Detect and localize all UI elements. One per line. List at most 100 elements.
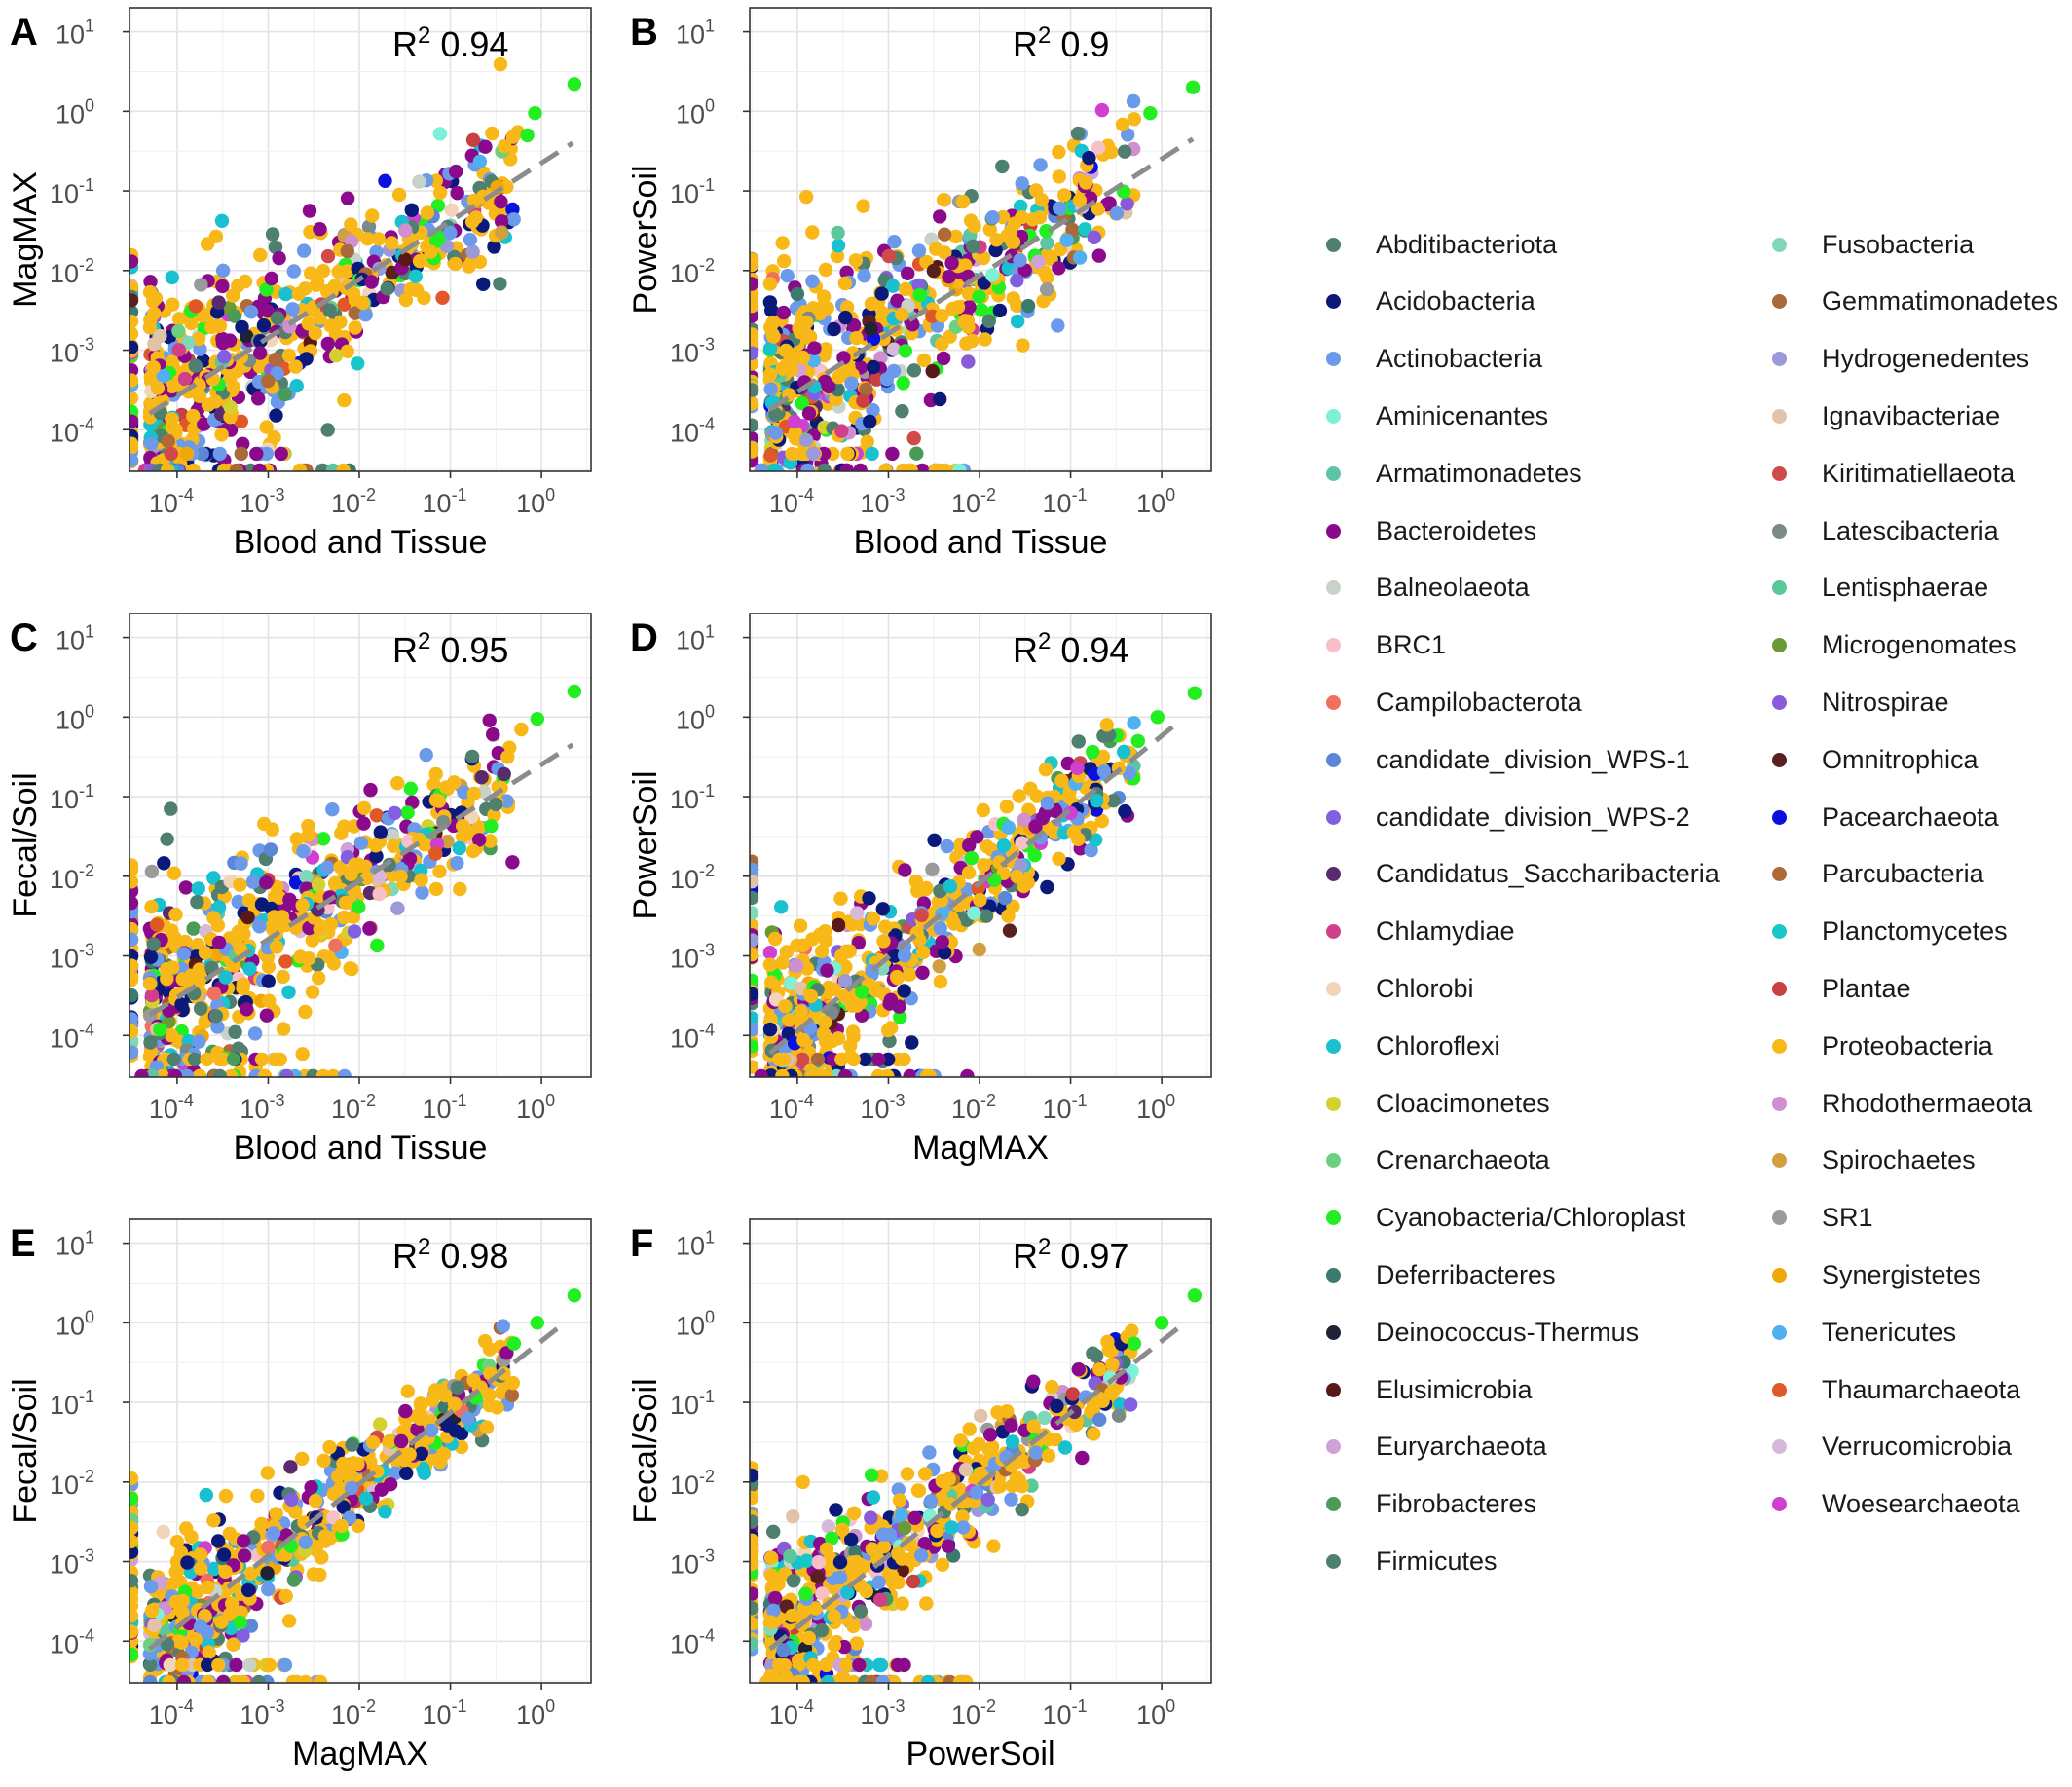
data-point (937, 946, 952, 960)
data-point (1006, 291, 1020, 306)
data-point (164, 801, 178, 816)
data-point (160, 971, 174, 987)
data-point (764, 1769, 778, 1783)
data-point (336, 463, 351, 471)
data-point (278, 387, 292, 402)
figure-panels: 10-4 10-3 10-2 10-1 10010-410-310-210-110010… (7, 7, 1212, 1783)
data-point (378, 1505, 392, 1519)
data-point (130, 1591, 139, 1606)
data-point (838, 959, 853, 974)
data-point (830, 248, 845, 264)
legend-label: Actinobacteria (1376, 344, 1543, 374)
panel-letter: B (630, 11, 658, 54)
data-point (1015, 1503, 1029, 1517)
x-tick-label: 10-1 (423, 485, 467, 518)
data-point (972, 1436, 986, 1452)
data-point (400, 1384, 415, 1398)
data-point (226, 1052, 241, 1067)
data-point (450, 1380, 465, 1396)
data-point (750, 1468, 759, 1483)
data-point (750, 1039, 759, 1054)
legend-swatch (1772, 1267, 1787, 1283)
data-point (130, 1574, 139, 1588)
data-point (1092, 1412, 1107, 1428)
data-point (228, 1024, 242, 1040)
data-point (453, 881, 467, 897)
data-point (967, 219, 981, 234)
data-point (373, 1417, 388, 1432)
data-point (856, 199, 870, 213)
data-point (803, 988, 819, 1004)
data-point (900, 1467, 915, 1481)
data-point (935, 336, 949, 352)
data-point (801, 406, 817, 421)
data-point (314, 1550, 328, 1565)
legend-label: Armatimonadetes (1376, 458, 1582, 488)
data-point (328, 938, 343, 952)
data-point (435, 290, 450, 305)
data-point (1004, 1492, 1018, 1507)
data-point (816, 289, 832, 304)
data-point (234, 856, 248, 871)
legend-label: Firmicutes (1376, 1545, 1498, 1576)
data-point (895, 1596, 909, 1611)
data-point (1036, 294, 1051, 309)
data-point (237, 1548, 252, 1563)
r-squared-label: R2 0.97 (1013, 1234, 1128, 1276)
y-tick-label: 10-2 (670, 255, 715, 288)
data-point (846, 1674, 861, 1683)
data-point (400, 805, 415, 820)
data-point (1069, 1417, 1084, 1433)
data-point (1026, 1374, 1041, 1389)
data-point (130, 254, 139, 269)
data-point (177, 371, 193, 387)
data-point (767, 931, 783, 947)
data-point (373, 825, 388, 839)
data-point (313, 222, 327, 237)
data-point (165, 1685, 178, 1698)
data-point (895, 404, 909, 419)
data-point (831, 1031, 846, 1046)
data-point (192, 1034, 206, 1049)
data-point (1061, 790, 1077, 804)
data-point (1079, 175, 1093, 190)
data-point (769, 1140, 783, 1154)
data-point (943, 879, 958, 894)
data-point (894, 1508, 908, 1523)
data-point (933, 920, 947, 936)
data-point (144, 900, 159, 914)
data-point (146, 1132, 160, 1145)
data-point (810, 1570, 825, 1584)
data-point (242, 1657, 257, 1673)
data-point (171, 312, 187, 326)
data-point (1057, 188, 1072, 203)
data-point (796, 938, 810, 952)
data-point (887, 235, 902, 249)
data-point (791, 1124, 804, 1137)
data-point (889, 969, 905, 985)
data-point (978, 332, 992, 347)
y-tick-label: 10-4 (50, 1020, 94, 1053)
data-point (762, 946, 778, 960)
data-point (1099, 718, 1115, 732)
data-point (171, 343, 187, 357)
data-point (201, 1674, 215, 1683)
data-point (1096, 728, 1111, 743)
data-point (832, 1555, 848, 1570)
data-point (143, 1744, 157, 1758)
data-point (789, 958, 804, 973)
data-point (827, 1609, 841, 1624)
data-point (278, 1588, 293, 1604)
data-point (320, 423, 335, 437)
data-point (253, 346, 268, 360)
data-point (927, 833, 942, 847)
legend-label: Deferribacteres (1376, 1259, 1556, 1289)
data-point (750, 1514, 759, 1529)
data-point (398, 252, 413, 267)
x-tick-label: 10-1 (1043, 485, 1088, 518)
data-point (970, 830, 984, 844)
data-point (506, 212, 521, 227)
data-point (940, 838, 954, 854)
data-point (493, 277, 507, 291)
data-point (818, 924, 832, 939)
